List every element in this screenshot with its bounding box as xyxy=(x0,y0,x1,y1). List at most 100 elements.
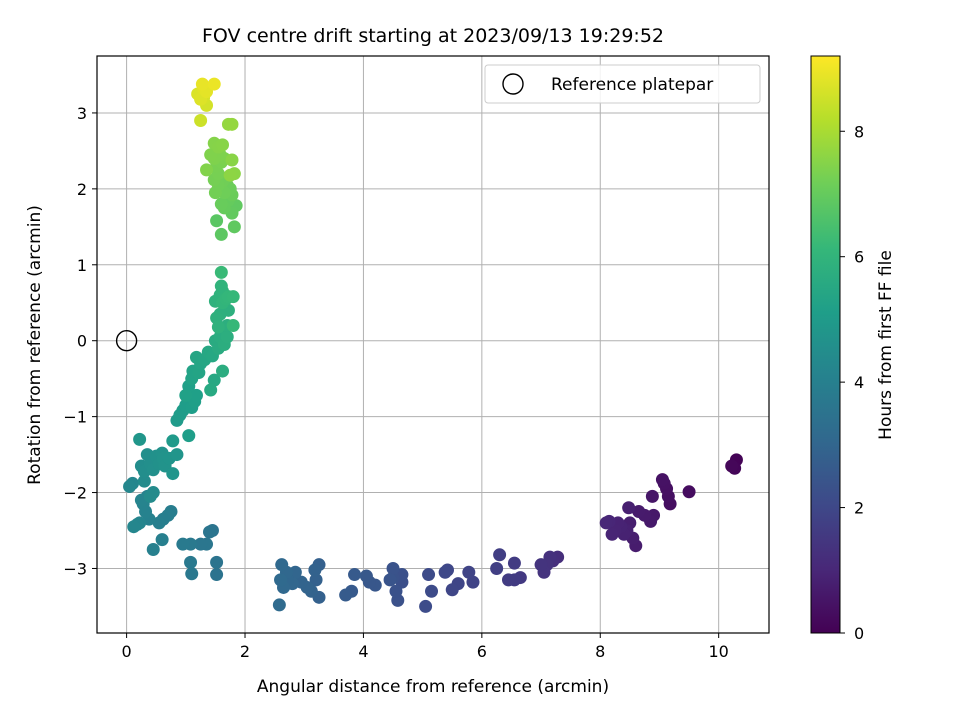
data-point xyxy=(348,568,362,582)
data-point xyxy=(214,227,228,241)
x-tick-label: 8 xyxy=(595,642,605,661)
x-tick-label: 4 xyxy=(358,642,368,661)
colorbar-gradient xyxy=(810,55,841,634)
data-point xyxy=(166,467,180,481)
y-axis-ticks: −3 −2 −1 0 1 2 3 xyxy=(63,104,97,578)
data-point xyxy=(339,588,353,602)
y-tick-label: −3 xyxy=(63,559,87,578)
data-point xyxy=(185,567,199,581)
data-point xyxy=(211,320,225,334)
data-point xyxy=(216,138,230,152)
grid xyxy=(97,56,769,633)
data-point xyxy=(622,501,636,515)
data-point xyxy=(274,573,288,587)
data-point xyxy=(438,565,452,579)
data-point xyxy=(725,459,739,473)
data-point xyxy=(166,434,180,448)
data-point xyxy=(176,537,190,551)
data-point xyxy=(226,319,240,333)
data-point xyxy=(462,565,476,579)
data-point xyxy=(422,568,436,582)
data-point xyxy=(534,558,548,572)
data-point xyxy=(645,489,659,503)
data-point xyxy=(225,117,239,131)
y-tick-label: 2 xyxy=(77,180,87,199)
data-point xyxy=(216,364,230,378)
data-point xyxy=(214,279,228,293)
x-tick-label: 2 xyxy=(240,642,250,661)
legend-marker-icon xyxy=(502,73,524,95)
y-tick-label: 0 xyxy=(77,332,87,351)
data-point xyxy=(275,558,289,572)
data-point xyxy=(204,383,218,397)
data-point xyxy=(389,584,403,598)
data-point xyxy=(155,533,169,547)
data-point xyxy=(490,561,504,575)
colorbar-tick-label: 6 xyxy=(854,248,864,267)
data-point xyxy=(419,599,433,613)
data-point xyxy=(143,489,157,503)
chart-title: FOV centre drift starting at 2023/09/13 … xyxy=(202,25,664,47)
data-point xyxy=(655,473,669,487)
data-point xyxy=(682,485,696,499)
x-tick-label: 10 xyxy=(708,642,728,661)
reference-platepar-marker xyxy=(115,330,138,352)
data-point xyxy=(220,330,234,344)
data-point xyxy=(210,555,224,569)
colorbar: 0 2 4 6 8 Hours from first FF file xyxy=(810,55,896,643)
data-point xyxy=(466,575,480,589)
y-tick-label: −2 xyxy=(63,484,87,503)
colorbar-ticks: 0 2 4 6 8 xyxy=(840,122,864,643)
data-point xyxy=(137,474,151,488)
data-point xyxy=(200,163,214,177)
data-point xyxy=(184,555,198,569)
data-point xyxy=(425,584,439,598)
data-point xyxy=(207,373,221,387)
colorbar-tick-label: 2 xyxy=(854,499,864,518)
data-point xyxy=(309,573,323,587)
data-point xyxy=(208,186,222,200)
colorbar-tick-label: 4 xyxy=(854,373,864,392)
data-point xyxy=(194,114,208,128)
data-point xyxy=(225,153,239,167)
data-point xyxy=(194,537,208,551)
data-point xyxy=(632,505,646,519)
legend-box xyxy=(484,64,761,104)
data-point xyxy=(182,429,196,443)
data-point xyxy=(383,573,397,587)
data-point xyxy=(133,432,147,446)
data-point xyxy=(227,220,241,234)
data-point xyxy=(223,168,237,182)
data-point xyxy=(127,520,141,534)
data-point xyxy=(123,479,137,493)
data-point xyxy=(386,561,400,575)
plot-frame xyxy=(96,55,770,634)
data-point xyxy=(445,583,459,597)
data-point xyxy=(226,290,240,304)
data-point xyxy=(507,556,521,570)
scatter-points xyxy=(123,77,743,613)
x-axis-ticks: 0 2 4 6 8 10 xyxy=(122,633,729,661)
data-point xyxy=(605,527,619,541)
data-point xyxy=(308,563,322,577)
data-point xyxy=(359,569,373,583)
data-point xyxy=(501,573,515,587)
data-point xyxy=(195,77,209,91)
data-point xyxy=(170,448,184,462)
colorbar-tick-label: 0 xyxy=(854,624,864,643)
data-point xyxy=(146,542,160,556)
data-point xyxy=(210,214,224,228)
data-point xyxy=(210,568,224,582)
data-point xyxy=(152,516,166,530)
y-tick-label: 3 xyxy=(77,104,87,123)
x-tick-label: 0 xyxy=(122,642,132,661)
data-point xyxy=(202,525,216,539)
x-tick-label: 6 xyxy=(477,642,487,661)
data-point xyxy=(207,77,221,91)
legend: Reference platepar xyxy=(484,64,761,104)
data-point xyxy=(493,548,507,562)
colorbar-label: Hours from first FF file xyxy=(876,250,896,440)
y-tick-label: −1 xyxy=(63,408,87,427)
data-point xyxy=(214,197,228,211)
